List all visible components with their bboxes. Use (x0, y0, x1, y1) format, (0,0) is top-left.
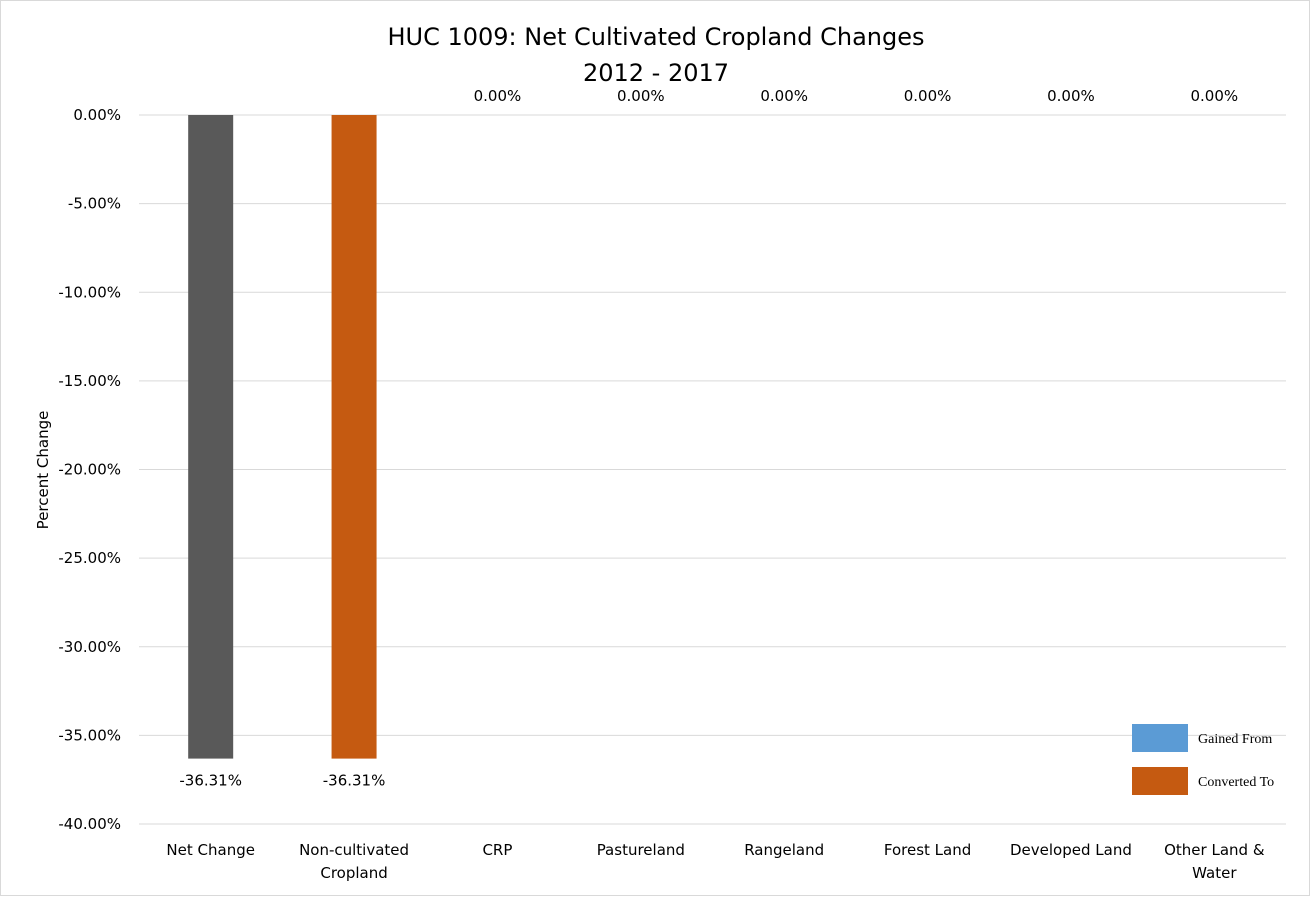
x-axis-categories: Net Change Non-cultivated Cropland CRP Pastu… (166, 841, 1264, 882)
y-axis-ticks: 0.00% -5.00% -10.00% -15.00% -20.00% -25.00% -… (58, 106, 121, 833)
y-tick-label: -10.00% (58, 283, 121, 301)
data-label: 0.00% (617, 87, 665, 105)
chart-title: HUC 1009: Net Cultivated Cropland Change… (387, 23, 924, 51)
legend-label: Gained From (1198, 732, 1272, 747)
y-tick-label: -15.00% (58, 372, 121, 390)
y-tick-label: -20.00% (58, 461, 121, 479)
legend-swatch (1132, 767, 1188, 795)
y-axis-label: Percent Change (34, 411, 52, 530)
x-tick-label: Non-cultivated (299, 841, 409, 859)
y-tick-label: -25.00% (58, 549, 121, 567)
data-label: 0.00% (1047, 87, 1095, 105)
data-label: 0.00% (474, 87, 522, 105)
data-label: 0.00% (904, 87, 952, 105)
bar (188, 115, 234, 759)
chart-subtitle: 2012 - 2017 (583, 59, 729, 87)
legend: Gained From Converted To (1132, 724, 1274, 795)
x-tick-label: Rangeland (744, 841, 824, 859)
y-tick-label: -35.00% (58, 726, 121, 744)
legend-swatch (1132, 724, 1188, 752)
y-tick-label: -5.00% (68, 195, 121, 213)
x-tick-label: Pastureland (597, 841, 685, 859)
x-tick-label: CRP (482, 841, 512, 859)
gridlines (139, 114, 1286, 825)
x-tick-label: Cropland (320, 864, 387, 882)
data-labels: -36.31% -36.31% 0.00% 0.00% 0.00% 0.00% 0.00% 0… (179, 87, 1238, 790)
data-label: 0.00% (760, 87, 808, 105)
x-tick-label: Forest Land (884, 841, 971, 859)
y-tick-label: -30.00% (58, 638, 121, 656)
x-tick-label: Water (1192, 864, 1237, 882)
data-label: 0.00% (1190, 87, 1238, 105)
legend-label: Converted To (1198, 775, 1274, 790)
data-label: -36.31% (179, 772, 242, 790)
bar (331, 115, 377, 759)
y-tick-label: 0.00% (73, 106, 121, 124)
x-tick-label: Other Land & (1164, 841, 1265, 859)
data-label: -36.31% (323, 772, 386, 790)
x-tick-label: Net Change (166, 841, 255, 859)
y-tick-label: -40.00% (58, 815, 121, 833)
x-tick-label: Developed Land (1010, 841, 1132, 859)
bars (188, 115, 377, 759)
